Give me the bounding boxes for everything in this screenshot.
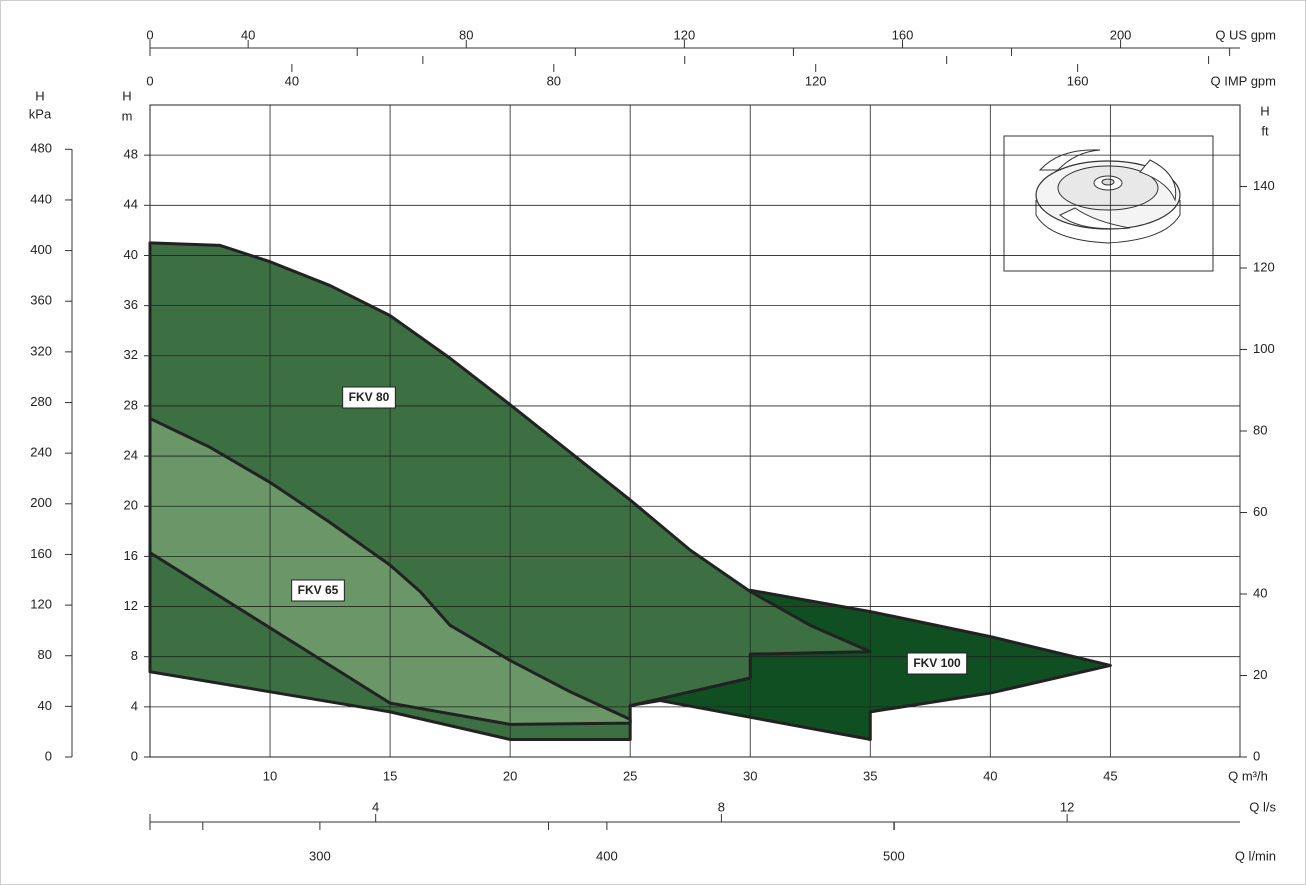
y2-tick-label: 320 (30, 343, 52, 358)
y2-tick-label: 20 (1253, 667, 1267, 682)
tick-label: 160 (892, 27, 914, 42)
y-tick-label: 32 (124, 347, 138, 362)
tick-label: 40 (285, 73, 299, 88)
axis-label: H (35, 88, 44, 103)
x-tick-label: 45 (1103, 768, 1117, 783)
tick-label: 12 (1060, 799, 1074, 814)
impeller-image (1003, 135, 1214, 272)
series-label-box (906, 652, 968, 675)
y2-tick-label: 60 (1253, 504, 1267, 519)
tick-label: 80 (459, 27, 473, 42)
x-tick-label: 40 (983, 768, 997, 783)
y2-tick-label: 80 (38, 647, 52, 662)
tick-label: 4 (372, 799, 379, 814)
x-tick-label: 10 (263, 768, 277, 783)
x-tick-label: 25 (623, 768, 637, 783)
tick-label: 0 (146, 27, 153, 42)
tick-label: 120 (674, 27, 696, 42)
y2-tick-label: 400 (30, 242, 52, 257)
y-tick-label: 40 (124, 247, 138, 262)
y2-tick-label: 440 (30, 191, 52, 206)
y-axis-label: m (122, 108, 133, 123)
y2-tick-label: 240 (30, 445, 52, 460)
y2-tick-label: 140 (1253, 178, 1275, 193)
y-axis-label: H (122, 88, 131, 103)
y2-tick-label: 120 (1253, 259, 1275, 274)
axis-label: ft (1261, 123, 1269, 138)
y-tick-label: 0 (131, 748, 138, 763)
y2-tick-label: 0 (45, 748, 52, 763)
y2-tick-label: 120 (30, 597, 52, 612)
y2-tick-label: 0 (1253, 748, 1260, 763)
y2-tick-label: 160 (30, 546, 52, 561)
axis-label: Q l/min (1235, 848, 1276, 863)
x-tick-label: 20 (503, 768, 517, 783)
y-tick-label: 24 (124, 448, 138, 463)
y-tick-label: 8 (131, 648, 138, 663)
y2-tick-label: 100 (1253, 341, 1275, 356)
tick-label: 120 (805, 73, 827, 88)
series-label-box (342, 386, 396, 409)
axis-label: H (1260, 103, 1269, 118)
x-tick-label: 30 (743, 768, 757, 783)
tick-label: 500 (883, 848, 905, 863)
x-axis-label: Q m³/h (1228, 768, 1268, 783)
series-label-box (291, 579, 345, 602)
y-tick-label: 16 (124, 548, 138, 563)
y2-tick-label: 200 (30, 495, 52, 510)
axis-label: Q l/s (1249, 799, 1276, 814)
y2-tick-label: 40 (1253, 585, 1267, 600)
y2-tick-label: 280 (30, 394, 52, 409)
y2-tick-label: 80 (1253, 422, 1267, 437)
y-tick-label: 28 (124, 397, 138, 412)
y-tick-label: 20 (124, 498, 138, 513)
tick-label: 8 (718, 799, 725, 814)
y-tick-label: 12 (124, 598, 138, 613)
tick-label: 160 (1067, 73, 1089, 88)
series-label: FKV 65 (298, 583, 339, 597)
y-tick-label: 4 (131, 698, 138, 713)
axis-label: Q IMP gpm (1210, 73, 1276, 88)
axis-label: Q US gpm (1215, 27, 1276, 42)
tick-label: 200 (1110, 27, 1132, 42)
y-tick-label: 48 (124, 147, 138, 162)
x-tick-label: 35 (863, 768, 877, 783)
y-tick-label: 36 (124, 297, 138, 312)
y-tick-label: 44 (124, 197, 138, 212)
tick-label: 400 (596, 848, 618, 863)
y2-tick-label: 360 (30, 293, 52, 308)
axis-label: kPa (29, 106, 52, 121)
series-label: FKV 100 (913, 656, 961, 670)
y2-tick-label: 40 (38, 698, 52, 713)
x-tick-label: 15 (383, 768, 397, 783)
y2-tick-label: 480 (30, 141, 52, 156)
tick-label: 0 (146, 73, 153, 88)
tick-label: 80 (547, 73, 561, 88)
tick-label: 300 (309, 848, 331, 863)
series-label: FKV 80 (349, 390, 390, 404)
tick-label: 40 (241, 27, 255, 42)
